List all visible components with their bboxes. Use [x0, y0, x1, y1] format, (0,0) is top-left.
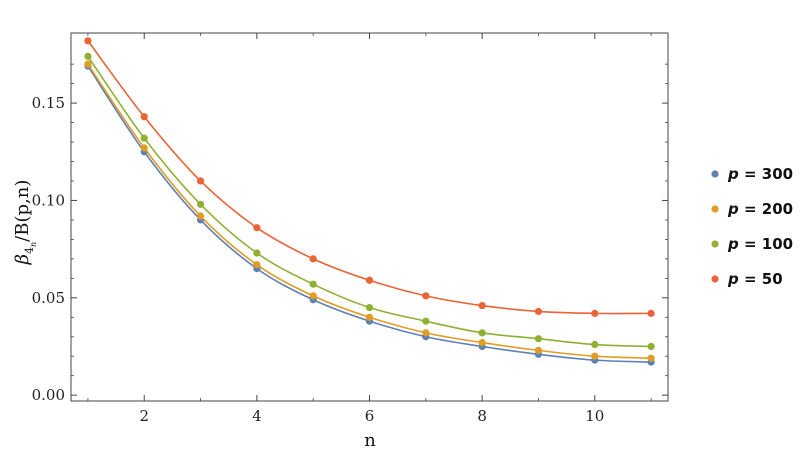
data-point — [140, 144, 148, 152]
series-layer — [84, 37, 655, 366]
series-line — [87, 40, 652, 315]
series-line — [87, 55, 652, 348]
data-point — [309, 255, 317, 263]
x-tick-label: 8 — [477, 407, 487, 425]
legend-marker — [711, 240, 719, 248]
legend-marker — [711, 205, 719, 213]
data-point — [365, 276, 374, 284]
series-50 — [84, 37, 655, 317]
series-200 — [84, 60, 655, 362]
data-point — [253, 261, 261, 269]
data-point — [591, 352, 599, 360]
data-point — [365, 313, 374, 321]
y-axis-label-subsubscript: n — [29, 242, 38, 247]
data-point — [422, 292, 430, 300]
data-point — [365, 303, 374, 312]
data-point — [196, 177, 205, 185]
data-point — [478, 338, 486, 347]
y-axis-label: β4n/B(p,n) — [12, 180, 38, 266]
y-tick-label: 0.00 — [32, 386, 65, 404]
data-point — [309, 280, 317, 288]
legend-label: p = 300 — [727, 165, 793, 183]
legend-label: p = 50 — [727, 270, 783, 288]
legend-label: p = 100 — [727, 235, 793, 253]
data-point — [140, 113, 148, 121]
series-line — [87, 63, 652, 359]
data-point — [196, 200, 205, 208]
x-tick-label: 4 — [252, 407, 262, 425]
data-point — [309, 292, 317, 300]
y-tick-label: 0.15 — [32, 94, 65, 112]
data-point — [84, 52, 92, 60]
legend: p = 300 p = 200 p = 100 p = 50 — [711, 165, 793, 288]
y-axis-label-subscript: 4 — [23, 247, 36, 254]
data-point — [84, 37, 92, 45]
data-point — [253, 249, 261, 257]
data-point — [478, 329, 486, 337]
legend-marker — [711, 275, 719, 283]
data-point — [647, 342, 655, 351]
x-axis-ticks: 2 4 6 8 10 — [87, 33, 652, 425]
x-tick-label: 2 — [139, 407, 149, 425]
data-point — [647, 309, 655, 317]
y-tick-label: 0.05 — [32, 289, 65, 307]
legend-label: p = 200 — [727, 200, 793, 218]
data-point — [478, 301, 486, 310]
data-point — [534, 335, 543, 343]
x-tick-label: 10 — [585, 407, 604, 425]
data-point — [534, 346, 543, 354]
legend-marker — [711, 170, 719, 178]
x-axis-label: n — [364, 430, 376, 451]
data-point — [647, 354, 655, 362]
plot-frame — [70, 32, 669, 402]
data-point — [591, 340, 599, 349]
legend-item: p = 200 — [711, 200, 793, 218]
data-point — [140, 134, 148, 142]
data-point — [534, 307, 543, 316]
y-axis-label-symbol: β — [12, 254, 33, 265]
data-point — [422, 329, 430, 337]
legend-item: p = 100 — [711, 235, 793, 253]
series-line — [87, 65, 652, 363]
y-tick-label: 0.10 — [32, 191, 65, 209]
data-point — [253, 224, 261, 232]
series-100 — [84, 52, 655, 351]
x-tick-label: 6 — [365, 407, 375, 425]
legend-item: p = 50 — [711, 270, 783, 288]
data-point — [196, 212, 205, 220]
data-point — [422, 317, 430, 325]
data-point — [84, 60, 92, 68]
y-axis-ticks: 0.00 0.05 0.10 0.15 — [32, 63, 668, 404]
y-axis-label-rest: /B(p,n) — [12, 180, 33, 242]
data-point — [591, 309, 599, 317]
legend-item: p = 300 — [711, 165, 793, 183]
